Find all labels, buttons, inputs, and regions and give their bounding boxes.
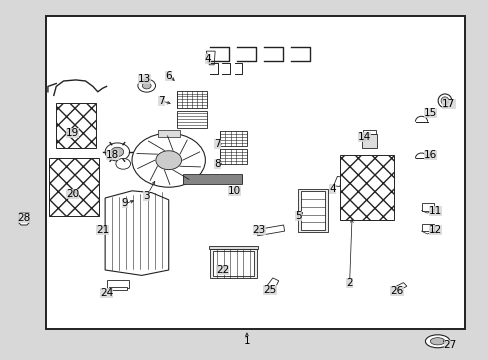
Text: 21: 21 <box>96 225 109 235</box>
Text: 28: 28 <box>17 213 30 223</box>
Polygon shape <box>127 192 151 203</box>
Text: 22: 22 <box>215 265 229 275</box>
Polygon shape <box>267 278 278 289</box>
Bar <box>106 280 128 288</box>
Bar <box>361 134 376 148</box>
Circle shape <box>105 143 129 161</box>
Text: 26: 26 <box>389 286 403 296</box>
Bar <box>209 246 257 249</box>
Bar <box>56 103 96 148</box>
Text: 6: 6 <box>165 71 172 81</box>
Bar <box>210 249 256 278</box>
Circle shape <box>142 82 151 89</box>
Text: 7: 7 <box>158 96 164 106</box>
Text: 17: 17 <box>441 99 455 109</box>
Text: 23: 23 <box>252 225 265 235</box>
Bar <box>212 251 254 276</box>
Circle shape <box>138 79 155 92</box>
Polygon shape <box>333 176 342 186</box>
Circle shape <box>132 133 205 187</box>
Text: 7: 7 <box>214 139 221 149</box>
Text: 13: 13 <box>137 74 151 84</box>
Bar <box>108 287 126 290</box>
Text: 25: 25 <box>263 285 276 295</box>
Bar <box>183 174 242 184</box>
Bar <box>177 91 207 108</box>
Text: 2: 2 <box>346 278 352 288</box>
Text: 15: 15 <box>423 108 436 118</box>
Text: 4: 4 <box>328 184 335 194</box>
Text: 12: 12 <box>427 225 441 235</box>
Circle shape <box>116 158 130 169</box>
Text: 5: 5 <box>294 211 301 221</box>
Text: 10: 10 <box>228 186 241 196</box>
Text: 3: 3 <box>143 191 150 201</box>
Circle shape <box>111 147 123 157</box>
Ellipse shape <box>440 97 448 105</box>
Bar <box>300 191 325 230</box>
Text: 24: 24 <box>100 288 113 298</box>
Text: 14: 14 <box>357 132 370 142</box>
Text: 11: 11 <box>427 206 441 216</box>
Bar <box>339 155 393 220</box>
Text: 27: 27 <box>443 340 456 350</box>
Bar <box>177 111 207 128</box>
Polygon shape <box>206 51 215 65</box>
Bar <box>220 149 246 164</box>
Text: 20: 20 <box>66 189 79 199</box>
Bar <box>220 131 246 146</box>
Text: 19: 19 <box>65 128 79 138</box>
Polygon shape <box>393 283 406 291</box>
Polygon shape <box>105 191 168 275</box>
Bar <box>421 203 433 211</box>
Ellipse shape <box>437 94 451 108</box>
Polygon shape <box>19 213 29 225</box>
Bar <box>49 158 99 216</box>
Text: 16: 16 <box>423 150 436 160</box>
Text: 4: 4 <box>204 54 211 64</box>
Bar <box>421 224 433 231</box>
Text: 9: 9 <box>122 198 128 208</box>
Circle shape <box>156 151 181 170</box>
Bar <box>157 130 179 137</box>
Bar <box>298 189 327 232</box>
Bar <box>46 16 464 329</box>
Bar <box>362 130 375 134</box>
Text: 8: 8 <box>214 159 221 169</box>
Polygon shape <box>256 225 284 236</box>
Ellipse shape <box>425 335 449 348</box>
Text: 18: 18 <box>105 150 119 160</box>
Text: 1: 1 <box>243 336 250 346</box>
Ellipse shape <box>429 338 444 345</box>
